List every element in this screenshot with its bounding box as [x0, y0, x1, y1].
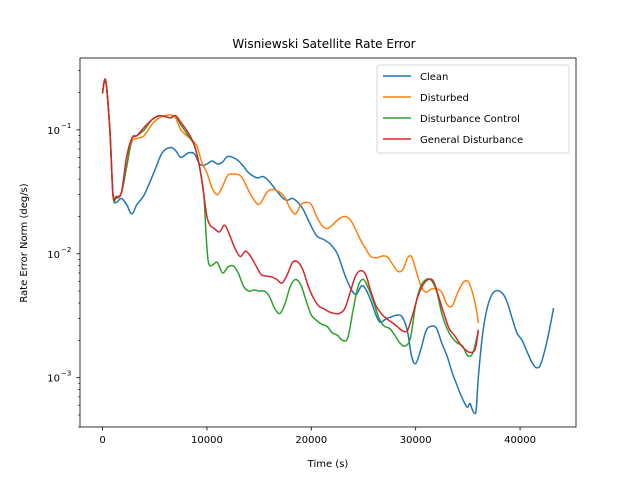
legend-label: Disturbance Control — [420, 114, 520, 125]
y-tick-exponent: −1 — [61, 122, 71, 130]
y-tick-label: 10 — [47, 250, 60, 261]
series-layer — [101, 78, 555, 415]
series-line-clean — [101, 78, 555, 415]
series-line-general-disturbance — [101, 78, 480, 354]
legend-label: General Disturbance — [420, 135, 523, 146]
plot-frame — [79, 57, 577, 428]
x-tick-label: 30000 — [400, 435, 432, 446]
legend: Clean Disturbed Disturbance Control General… — [376, 64, 570, 154]
y-tick-exponent: −3 — [61, 370, 71, 378]
y-tick-label: 10 — [47, 126, 60, 137]
y-axis-label: Rate Error Norm (deg/s) — [19, 183, 30, 302]
x-tick-label: 20000 — [295, 435, 327, 446]
x-tick-label: 40000 — [504, 435, 536, 446]
legend-label: Clean — [420, 72, 448, 83]
y-tick-exponent: −2 — [61, 246, 71, 254]
x-tick-label: 0 — [99, 435, 105, 446]
x-axis-label: Time (s) — [307, 459, 349, 470]
x-tick-label: 10000 — [191, 435, 223, 446]
chart-title: Wisniewski Satellite Rate Error — [232, 37, 415, 51]
legend-frame — [376, 64, 570, 154]
legend-label: Disturbed — [420, 93, 469, 104]
y-tick-label: 10 — [47, 374, 60, 385]
